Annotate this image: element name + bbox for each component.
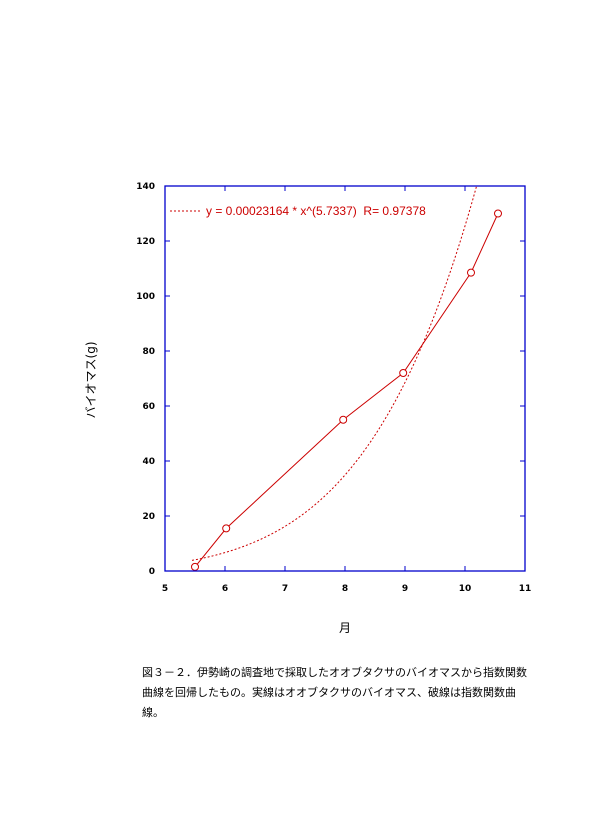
x-tick-label: 5 — [162, 584, 168, 594]
data-point — [467, 268, 475, 277]
y-tick-label: 140 — [136, 182, 155, 192]
y-tick-label: 120 — [136, 237, 155, 247]
x-tick-label: 8 — [342, 584, 348, 594]
y-tick-label: 0 — [149, 567, 155, 577]
data-point — [494, 209, 502, 218]
data-point — [191, 562, 199, 571]
y-tick-label: 40 — [142, 457, 155, 467]
y-tick-label: 80 — [142, 347, 155, 357]
plot-frame — [164, 185, 526, 572]
fit-curve — [191, 186, 477, 561]
data-point — [399, 369, 408, 377]
legend: y = 0.00023164 * x^(5.7337) R= 0.97378 — [170, 204, 426, 218]
x-tick-label: 11 — [519, 584, 532, 594]
x-axis-title: 月 — [339, 621, 351, 635]
data-point — [339, 415, 348, 424]
y-tick-label: 60 — [142, 402, 155, 412]
data-point — [222, 524, 231, 533]
x-tick-label: 6 — [222, 584, 228, 594]
x-tick-label: 10 — [459, 584, 472, 594]
x-tick-label: 7 — [282, 584, 288, 594]
y-tick-label: 100 — [136, 292, 155, 302]
legend-fit-label: y = 0.00023164 * x^(5.7337) R= 0.97378 — [206, 204, 426, 218]
figure-caption: 図３－２．伊勢崎の調査地で採取したオオブタクサのバイオマスから指数関数曲線を回帰… — [142, 666, 527, 719]
x-tick-label: 9 — [402, 584, 408, 594]
y-axis-title: バイオマス(g) — [84, 342, 98, 419]
y-tick-label: 20 — [142, 512, 155, 522]
biomass-line — [194, 213, 499, 568]
